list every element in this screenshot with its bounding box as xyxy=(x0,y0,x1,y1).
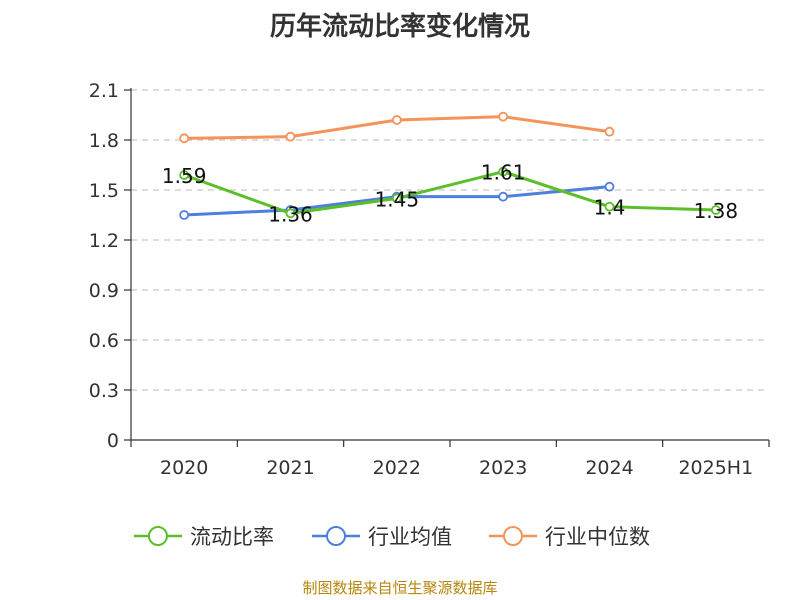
chart-title: 历年流动比率变化情况 xyxy=(269,12,530,42)
data-point xyxy=(498,191,509,202)
x-tick-label: 2024 xyxy=(585,457,633,479)
x-tick-label: 2021 xyxy=(266,457,314,479)
y-tick-label: 1.5 xyxy=(89,180,119,202)
data-label: 1.36 xyxy=(268,202,313,226)
data-label: 1.61 xyxy=(481,161,526,185)
data-point xyxy=(179,170,190,180)
data-label: 1.45 xyxy=(375,187,420,211)
y-axis-ticks: 0 0.3 0.6 0.9 1.2 1.5 1.8 2.1 xyxy=(89,80,119,452)
legend-line-marker-icon xyxy=(312,526,360,546)
data-point xyxy=(710,205,721,215)
data-point xyxy=(604,201,615,212)
data-point xyxy=(498,166,509,177)
x-axis-ticks: 2020 2021 2022 2023 2024 2025H1 xyxy=(160,457,753,479)
y-tick-label: 0 xyxy=(107,430,119,452)
data-point xyxy=(604,126,615,137)
y-tick-label: 0.9 xyxy=(89,280,119,302)
y-tick-label: 0.6 xyxy=(89,330,119,352)
data-point xyxy=(604,181,615,192)
data-label: 1.4 xyxy=(594,196,626,220)
data-point xyxy=(391,193,402,204)
y-tick-label: 2.1 xyxy=(89,80,119,102)
legend-label: 行业中位数 xyxy=(545,525,650,549)
data-point xyxy=(179,133,190,144)
legend-item-industry-mean[interactable]: 行业均值 xyxy=(310,521,452,551)
legend-line-marker-icon xyxy=(489,526,537,546)
legend-label: 流动比率 xyxy=(190,525,274,549)
data-point xyxy=(285,208,296,219)
x-tick-label: 2020 xyxy=(160,457,208,479)
data-point xyxy=(285,131,296,142)
axes xyxy=(124,88,770,447)
x-tick-label: 2025H1 xyxy=(678,457,753,479)
legend-item-current-ratio[interactable]: 流动比率 xyxy=(132,521,274,551)
grid-lines xyxy=(131,89,769,391)
data-labels: 1.59 1.36 1.45 1.61 1.4 1.38 xyxy=(162,161,738,227)
legend-line-marker-icon xyxy=(134,526,182,546)
data-point xyxy=(498,111,509,122)
y-tick-label: 1.8 xyxy=(89,130,119,152)
legend-label: 行业均值 xyxy=(368,525,452,549)
y-tick-label: 0.3 xyxy=(89,380,119,402)
y-tick-label: 1.2 xyxy=(89,230,119,252)
legend-item-industry-median[interactable]: 行业中位数 xyxy=(487,521,650,551)
data-label: 1.38 xyxy=(694,199,739,223)
x-tick-label: 2022 xyxy=(373,457,421,479)
series-lines xyxy=(179,111,721,220)
data-label: 1.59 xyxy=(162,164,207,188)
data-point xyxy=(391,115,402,125)
series-line xyxy=(183,170,716,215)
data-point xyxy=(179,210,190,220)
source-note: 制图数据来自恒生聚源数据库 xyxy=(302,579,498,597)
x-tick-label: 2023 xyxy=(479,457,527,479)
